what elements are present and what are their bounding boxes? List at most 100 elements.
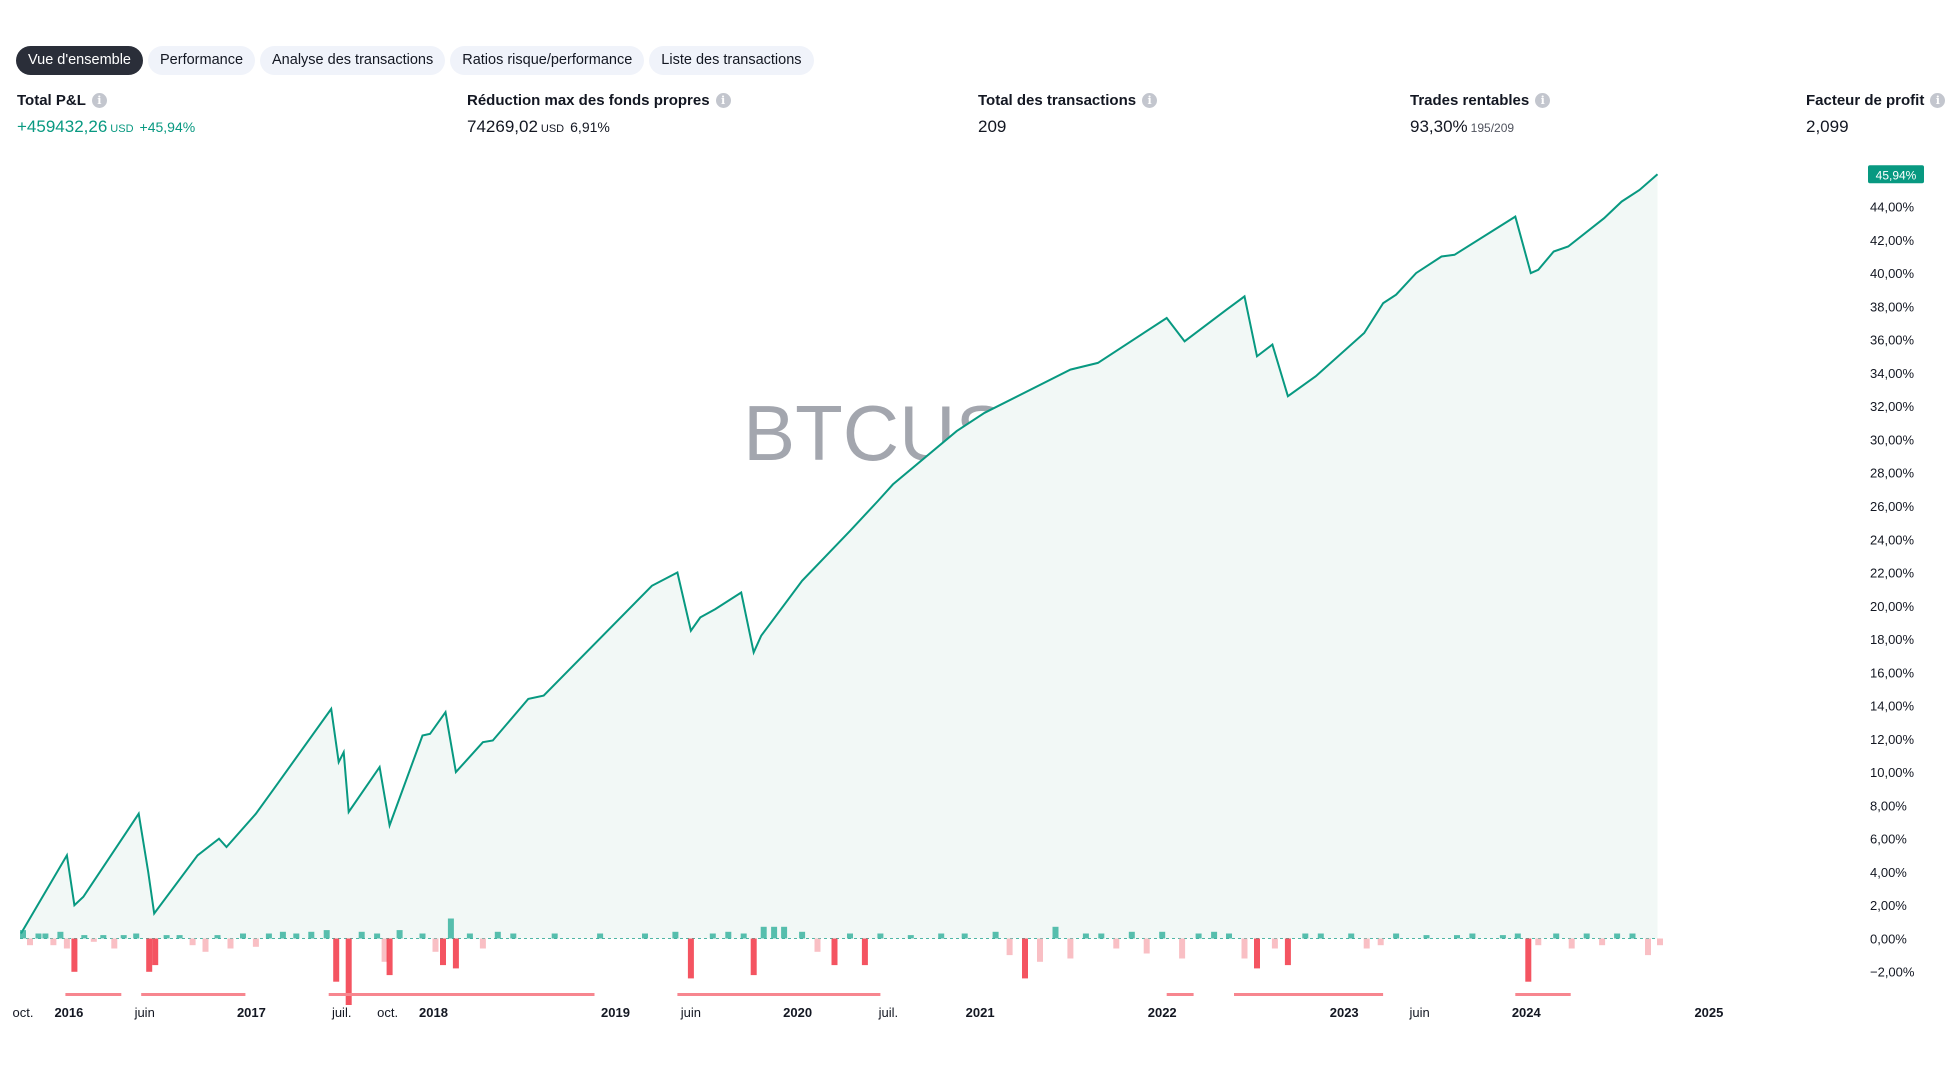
y-tick-label: 30,00% (1870, 433, 1915, 448)
metric-unit: USD (110, 123, 134, 135)
equity-area (20, 174, 1658, 939)
y-tick-label: 42,00% (1870, 233, 1915, 248)
trade-bar (672, 931, 679, 939)
info-icon[interactable]: i (91, 93, 107, 108)
trade-bar (1179, 938, 1186, 959)
y-tick-label: 2,00% (1870, 898, 1907, 913)
trade-bar (333, 938, 340, 982)
trade-bar (494, 931, 501, 939)
trade-bar (799, 931, 806, 939)
metric-value: +459432,26 (17, 117, 108, 136)
info-icon[interactable]: i (1930, 93, 1946, 108)
y-tick-label: 22,00% (1870, 566, 1915, 581)
trade-bar (1535, 938, 1542, 946)
y-tick-label: 8,00% (1870, 798, 1907, 813)
x-tick-label: 2024 (1512, 1005, 1542, 1020)
tab-overview[interactable]: Vue d'ensemble (16, 46, 143, 75)
trade-bar (57, 931, 64, 939)
trade-bar (1568, 938, 1575, 949)
trade-bar (386, 938, 393, 976)
x-tick-label: juil. (878, 1005, 899, 1020)
trade-bar (709, 933, 716, 939)
metric-label: Facteur de profit (1806, 92, 1925, 109)
y-tick-label: 0,00% (1870, 932, 1907, 947)
drawdown-marker (1166, 993, 1194, 996)
trade-bar (687, 938, 694, 979)
metric-value: 2,099 (1806, 117, 1849, 136)
metric-total-pnl: Total P&L i +459432,26 USD +45,94% (17, 92, 195, 137)
trade-bar (1469, 933, 1476, 939)
y-tick-label: 26,00% (1870, 499, 1915, 514)
equity-line (20, 173, 1659, 935)
y-tick-label: 18,00% (1870, 632, 1915, 647)
y-tick-label: 20,00% (1870, 599, 1915, 614)
trade-bar (551, 933, 558, 939)
metric-profitable-trades: Trades rentables i 93,30% 195/209 (1410, 92, 1551, 137)
trade-bar (847, 933, 853, 939)
trade-bar (1284, 938, 1291, 966)
trade-bar (146, 938, 153, 972)
trade-bar (100, 935, 107, 939)
trade-bar (396, 930, 403, 939)
trade-bar (345, 938, 352, 1005)
trade-bar (1302, 933, 1309, 939)
trade-bar (1599, 938, 1606, 946)
y-tick-label: 44,00% (1870, 200, 1915, 215)
info-icon[interactable]: i (1142, 93, 1158, 108)
metric-label: Réduction max des fonds propres (467, 92, 710, 109)
trade-bar (240, 933, 246, 939)
trade-bar (760, 926, 767, 939)
x-tick-label: juin (134, 1005, 155, 1020)
trade-bar (877, 933, 884, 939)
trade-bar (1067, 938, 1074, 959)
x-tick-label: 2016 (54, 1005, 83, 1020)
y-tick-label: 34,00% (1870, 366, 1915, 381)
trade-bar (1098, 933, 1105, 939)
trade-bar (279, 931, 286, 939)
metric-value: 209 (978, 117, 1007, 136)
info-icon[interactable]: i (1535, 93, 1551, 108)
trade-bar (452, 938, 459, 969)
trade-bar (1271, 938, 1278, 949)
trade-bar (466, 933, 473, 939)
y-tick-label: 16,00% (1870, 665, 1915, 680)
trade-bar (1363, 938, 1370, 949)
trade-bar (1052, 926, 1059, 939)
tab-trade-analysis[interactable]: Analyse des transactions (260, 46, 446, 75)
trade-bar (252, 938, 259, 947)
trade-bar (293, 933, 300, 939)
trade-bar (1022, 938, 1028, 979)
trade-bar (1614, 933, 1621, 939)
x-tick-label: juin (680, 1005, 701, 1020)
y-tick-label: 32,00% (1870, 399, 1915, 414)
trade-bar (479, 938, 486, 949)
trade-bar (63, 938, 70, 949)
trade-bar (202, 938, 209, 952)
trade-bar (111, 938, 118, 949)
trade-bar (374, 933, 381, 939)
trade-bar (1348, 933, 1355, 939)
y-tick-label: 14,00% (1870, 699, 1915, 714)
trade-bar (1393, 933, 1400, 939)
tab-trade-list[interactable]: Liste des transactions (649, 46, 814, 75)
trade-bar (176, 935, 183, 939)
drawdown-marker (65, 993, 122, 996)
trade-bar (642, 933, 648, 939)
trade-bar (725, 931, 732, 939)
trade-bar (1423, 935, 1430, 939)
x-tick-label: oct. (377, 1005, 398, 1020)
x-tick-label: oct. (13, 1005, 34, 1020)
tab-performance[interactable]: Performance (148, 46, 256, 75)
y-tick-label: 4,00% (1870, 865, 1907, 880)
x-tick-label: 2017 (237, 1005, 266, 1020)
trade-bar (1317, 933, 1324, 939)
trade-bar (440, 938, 446, 966)
trade-bar (1454, 935, 1460, 939)
tab-risk-ratios[interactable]: Ratios risque/performance (450, 46, 645, 75)
y-tick-label: −2,00% (1870, 965, 1915, 980)
info-icon[interactable]: i (715, 93, 731, 108)
metric-label: Total P&L (17, 92, 86, 109)
trade-bar (381, 938, 388, 962)
metric-ratio: 195/209 (1470, 121, 1515, 135)
